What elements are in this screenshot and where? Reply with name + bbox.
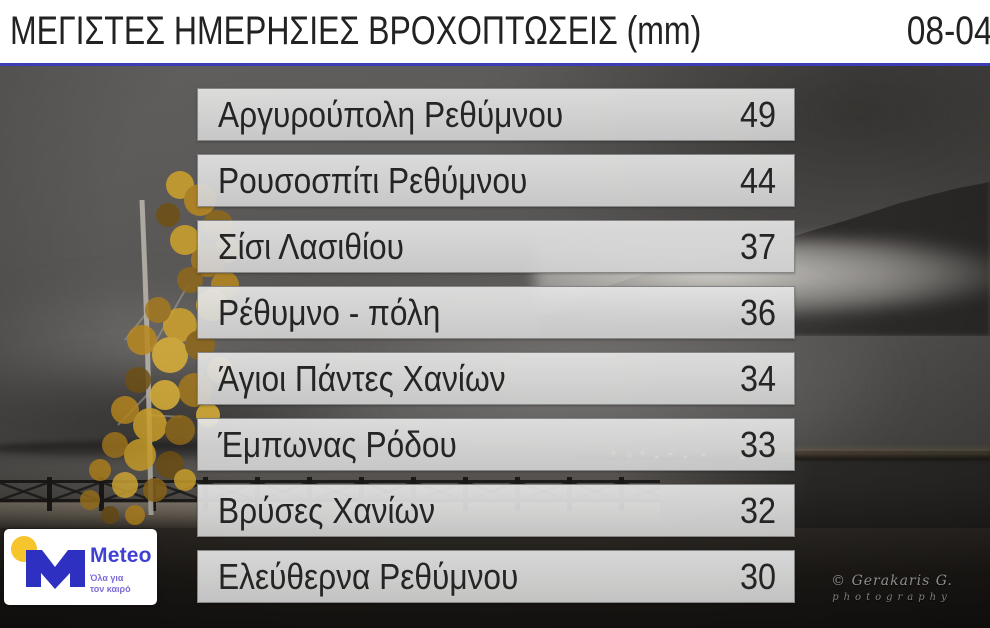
- table-row: Ελεύθερνα Ρεθύμνου 30: [197, 550, 795, 603]
- photo-credit-sub: photography: [832, 592, 952, 603]
- photo-credit: © Gerakaris G. photography: [822, 573, 962, 603]
- page-title: ΜΕΓΙΣΤΕΣ ΗΜΕΡΗΣΙΕΣ ΒΡΟΧΟΠΤΩΣΕΙΣ (mm): [10, 9, 702, 53]
- table-row: Άγιοι Πάντες Χανίων 34: [197, 352, 795, 405]
- date-label: 08-04-2025: [906, 9, 990, 53]
- meteo-logo: Meteo Όλα για τον καιρό: [4, 529, 157, 605]
- station-name: Έμπωνας Ρόδου: [218, 423, 457, 465]
- station-name: Άγιοι Πάντες Χανίων: [218, 357, 506, 399]
- table-row: Ρέθυμνο - πόλη 36: [197, 286, 795, 339]
- station-name: Ρουσοσπίτι Ρεθύμνου: [218, 159, 528, 201]
- rainfall-value: 44: [739, 159, 776, 201]
- meteo-tagline-line1: Όλα για: [90, 573, 124, 583]
- meteo-tagline: Όλα για τον καιρό: [90, 573, 152, 595]
- station-name: Ρέθυμνο - πόλη: [218, 291, 441, 333]
- rainfall-value: 37: [739, 225, 776, 267]
- table-row: Αργυρούπολη Ρεθύμνου 49: [197, 88, 795, 141]
- rainfall-value: 33: [739, 423, 776, 465]
- table-row: Βρύσες Χανίων 32: [197, 484, 795, 537]
- station-name: Σίσι Λασιθίου: [218, 225, 404, 267]
- rainfall-value: 34: [739, 357, 776, 399]
- rainfall-value: 32: [739, 489, 776, 531]
- rainfall-table: Αργυρούπολη Ρεθύμνου 49 Ρουσοσπίτι Ρεθύμ…: [197, 88, 795, 616]
- station-name: Αργυρούπολη Ρεθύμνου: [218, 93, 564, 135]
- meteo-logo-text: Meteo Όλα για τον καιρό: [90, 544, 152, 595]
- meteo-tagline-line2: τον καιρό: [90, 584, 131, 594]
- meteo-brand-name: Meteo: [90, 544, 152, 567]
- photo-credit-name: © Gerakaris G.: [831, 573, 953, 589]
- station-name: Βρύσες Χανίων: [218, 489, 436, 531]
- meteo-logo-mark-icon: [11, 536, 85, 589]
- rainfall-value: 30: [739, 555, 776, 597]
- station-name: Ελεύθερνα Ρεθύμνου: [218, 555, 519, 597]
- header-bar: ΜΕΓΙΣΤΕΣ ΗΜΕΡΗΣΙΕΣ ΒΡΟΧΟΠΤΩΣΕΙΣ (mm) 08-…: [0, 0, 990, 66]
- rainfall-value: 36: [739, 291, 776, 333]
- table-row: Σίσι Λασιθίου 37: [197, 220, 795, 273]
- table-row: Έμπωνας Ρόδου 33: [197, 418, 795, 471]
- table-row: Ρουσοσπίτι Ρεθύμνου 44: [197, 154, 795, 207]
- rainfall-value: 49: [739, 93, 776, 135]
